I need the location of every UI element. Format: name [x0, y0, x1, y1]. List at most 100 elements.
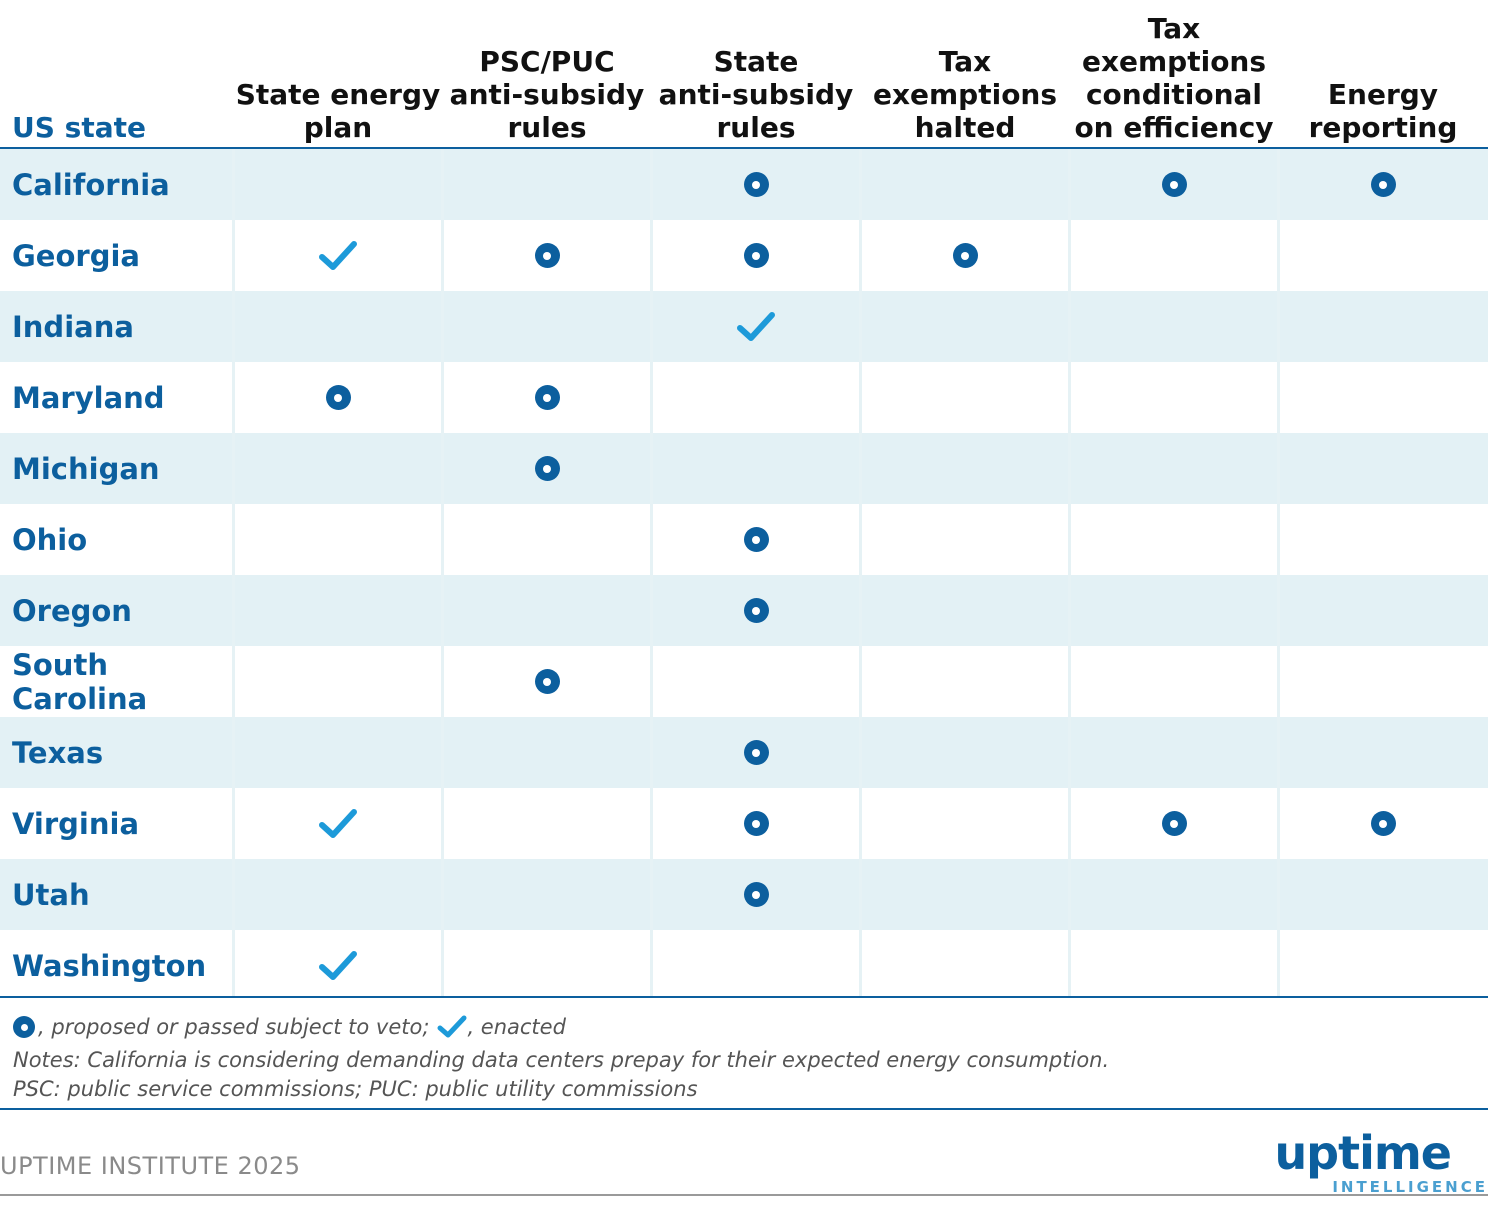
proposed-dot-icon	[743, 527, 769, 552]
state-name: Oregon	[12, 593, 132, 628]
table-row: Oregon	[0, 575, 1488, 646]
status-cell	[443, 859, 651, 930]
column-divider	[1068, 149, 1071, 997]
proposed-dot-icon	[534, 243, 560, 268]
status-cell	[1070, 149, 1278, 220]
enacted-check-icon	[437, 1015, 467, 1038]
status-cell	[234, 291, 442, 362]
column-divider	[1277, 149, 1280, 997]
status-cell	[1070, 504, 1278, 575]
status-cell	[234, 646, 442, 717]
status-cell	[1279, 291, 1487, 362]
status-cell	[234, 788, 442, 859]
status-cell	[443, 504, 651, 575]
status-cell	[1279, 362, 1487, 433]
table-row: Texas	[0, 717, 1488, 788]
status-cell	[652, 717, 860, 788]
status-cell	[1279, 930, 1487, 1001]
state-name: California	[12, 167, 170, 202]
table-row: California	[0, 149, 1488, 220]
header-us-state: US state	[12, 111, 146, 144]
status-cell	[1279, 149, 1487, 220]
legend: , proposed or passed subject to veto; , …	[13, 1010, 566, 1044]
proposed-dot-icon	[534, 385, 560, 410]
legend-enacted-label: , enacted	[467, 1015, 566, 1039]
status-cell	[443, 788, 651, 859]
table-row: Virginia	[0, 788, 1488, 859]
status-cell	[861, 717, 1069, 788]
state-name: Michigan	[12, 451, 160, 486]
status-cell	[443, 717, 651, 788]
status-cell	[234, 859, 442, 930]
status-cell	[1279, 433, 1487, 504]
status-cell	[1279, 717, 1487, 788]
proposed-dot-icon	[743, 243, 769, 268]
status-cell	[443, 149, 651, 220]
enacted-check-icon	[319, 950, 357, 980]
status-cell	[1070, 859, 1278, 930]
proposed-dot-icon	[13, 1016, 35, 1038]
status-cell	[1279, 859, 1487, 930]
status-cell	[861, 575, 1069, 646]
table-row: Indiana	[0, 291, 1488, 362]
proposed-dot-icon	[743, 598, 769, 623]
proposed-dot-icon	[1161, 172, 1187, 197]
table-row: Ohio	[0, 504, 1488, 575]
status-cell	[861, 646, 1069, 717]
state-name: South Carolina	[12, 647, 148, 716]
status-cell	[443, 930, 651, 1001]
status-cell	[1279, 220, 1487, 291]
status-cell	[1070, 291, 1278, 362]
header-tax-exemptions-conditional: Tax exemptions conditional on efficiency	[1074, 12, 1274, 144]
state-name: Maryland	[12, 380, 165, 415]
proposed-dot-icon	[534, 456, 560, 481]
status-cell	[234, 220, 442, 291]
table-header: US state State energy plan PSC/PUC anti-…	[0, 0, 1488, 148]
header-energy-reporting: Energy reporting	[1308, 78, 1458, 144]
status-cell	[861, 504, 1069, 575]
proposed-dot-icon	[1370, 811, 1396, 836]
status-cell	[861, 149, 1069, 220]
status-cell	[443, 362, 651, 433]
logo-subtitle: INTELLIGENCE	[1332, 1178, 1488, 1196]
status-cell	[1070, 788, 1278, 859]
status-cell	[652, 504, 860, 575]
status-cell	[652, 646, 860, 717]
status-cell	[443, 575, 651, 646]
status-cell	[861, 859, 1069, 930]
status-cell	[234, 575, 442, 646]
status-cell	[1279, 504, 1487, 575]
status-cell	[1279, 575, 1487, 646]
status-cell	[652, 149, 860, 220]
state-name: Indiana	[12, 309, 134, 344]
status-cell	[652, 291, 860, 362]
status-cell	[861, 362, 1069, 433]
status-cell	[652, 930, 860, 1001]
proposed-dot-icon	[743, 811, 769, 836]
status-cell	[1070, 717, 1278, 788]
state-name: Georgia	[12, 238, 140, 273]
status-cell	[234, 433, 442, 504]
column-divider	[232, 149, 235, 997]
column-divider	[441, 149, 444, 997]
notes: Notes: California is considering demandi…	[13, 1046, 1109, 1104]
state-name: Utah	[12, 877, 90, 912]
status-cell	[1279, 646, 1487, 717]
proposed-dot-icon	[743, 740, 769, 765]
header-tax-exemptions-halted: Tax exemptions halted	[872, 45, 1058, 144]
uptime-logo: uptime INTELLIGENCE	[1274, 1130, 1488, 1196]
proposed-dot-icon	[1161, 811, 1187, 836]
status-cell	[1070, 220, 1278, 291]
state-name: Washington	[12, 948, 207, 983]
status-cell	[234, 930, 442, 1001]
table-row: Washington	[0, 930, 1488, 1001]
enacted-check-icon	[737, 311, 775, 341]
status-cell	[652, 362, 860, 433]
proposed-dot-icon	[534, 669, 560, 694]
status-cell	[234, 504, 442, 575]
proposed-dot-icon	[1370, 172, 1396, 197]
table-row: Utah	[0, 859, 1488, 930]
status-cell	[443, 646, 651, 717]
status-cell	[1070, 930, 1278, 1001]
header-divider	[0, 147, 1488, 149]
